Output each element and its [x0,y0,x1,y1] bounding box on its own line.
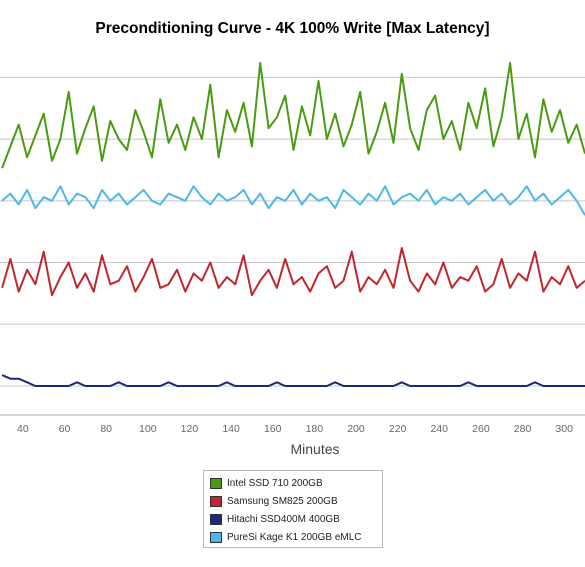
x-tick-label: 220 [389,423,407,435]
legend-label: Hitachi SSD400M 400GB [227,513,340,525]
legend-swatch [210,477,222,489]
legend-swatch [210,513,222,525]
series-line-2 [1,374,585,387]
x-tick-label: 80 [100,423,112,435]
x-tick-label: 300 [555,423,573,435]
x-tick-label: 200 [347,423,365,435]
x-tick-label: 140 [222,423,240,435]
x-tick-label: 280 [514,423,532,435]
x-axis-label: Minutes [290,441,339,457]
x-tick-label: 260 [472,423,490,435]
series-line-3 [1,185,585,216]
x-tick-label: 120 [181,423,199,435]
chart-title: Preconditioning Curve - 4K 100% Write [M… [95,20,490,37]
x-tick-label: 160 [264,423,282,435]
x-tick-label: 100 [139,423,157,435]
series-line-0 [1,61,585,169]
legend-label: Samsung SM825 200GB [227,495,338,507]
legend-entry: PureSi Kage K1 200GB eMLC [210,528,376,546]
x-tick-label: 240 [431,423,449,435]
legend-swatch [210,495,222,507]
grid-layer [0,76,585,416]
legend-entry: Samsung SM825 200GB [210,492,376,510]
legend-entry: Intel SSD 710 200GB [210,474,376,492]
x-tick-label: 180 [306,423,324,435]
legend-swatch [210,531,222,543]
x-tick-label: 40 [17,423,29,435]
legend: Intel SSD 710 200GB Samsung SM825 200GB Hi… [203,470,383,548]
tick-layer: 40 60 80 100 120 140 160 180 200 220 240 260 280 300 [17,423,573,435]
series-line-1 [1,247,585,297]
chart-plot: 40 60 80 100 120 140 160 180 200 220 240 260 280 300 … [0,61,585,457]
series-layer [1,61,585,387]
legend-label: PureSi Kage K1 200GB eMLC [227,531,362,543]
legend-entry: Hitachi SSD400M 400GB [210,510,376,528]
legend-label: Intel SSD 710 200GB [227,477,323,489]
x-tick-label: 60 [59,423,71,435]
